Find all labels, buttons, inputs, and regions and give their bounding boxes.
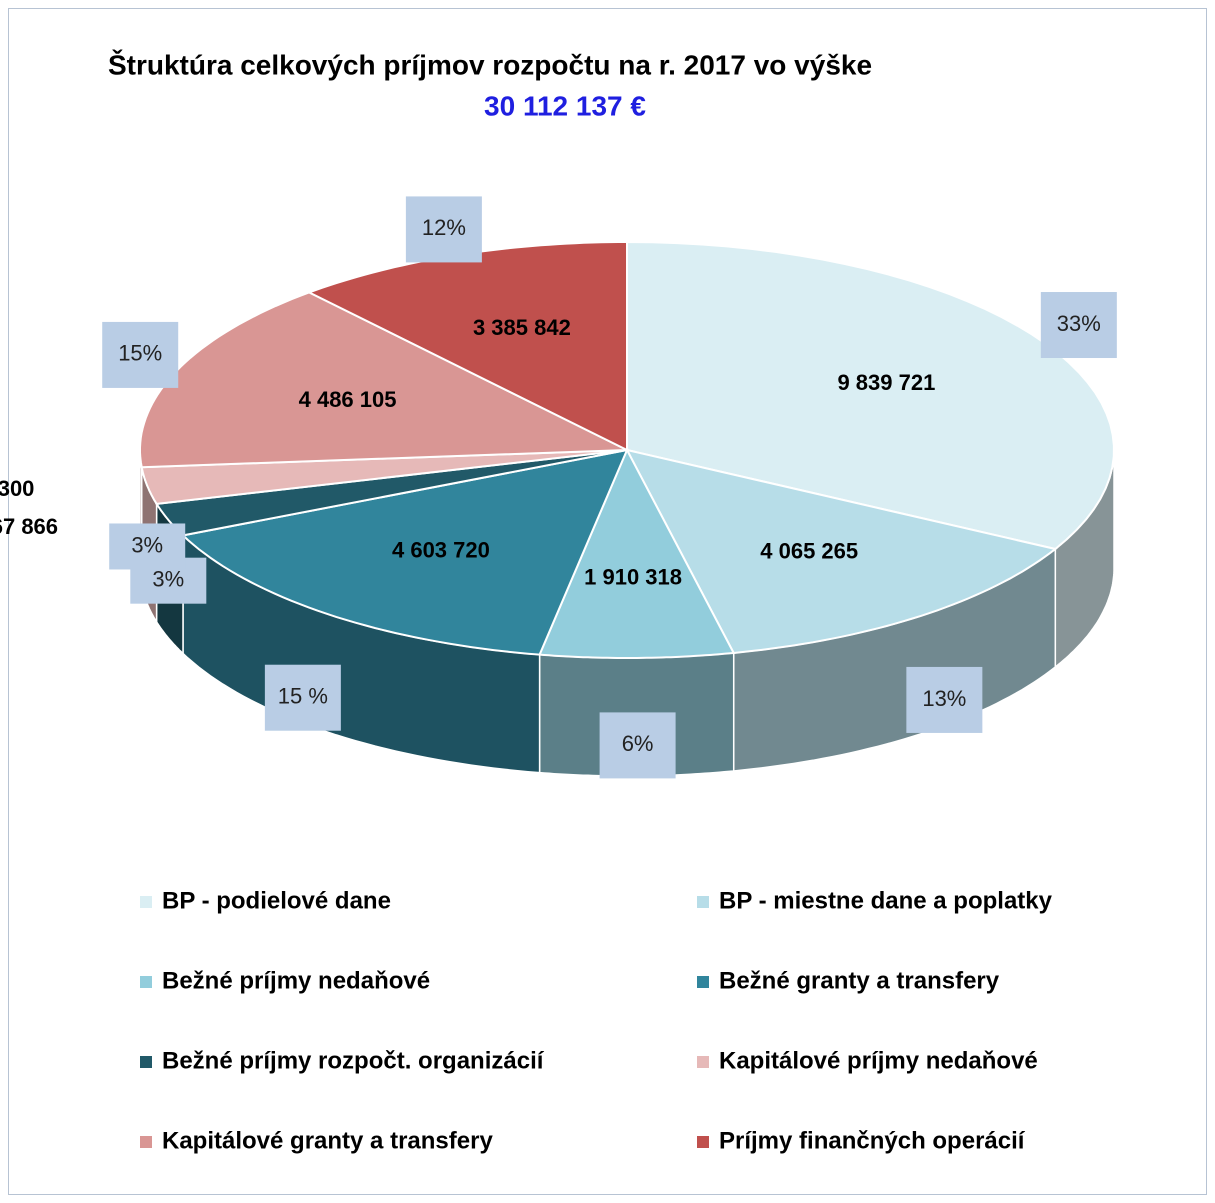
percent-box (1040, 292, 1117, 359)
percent-label: 33% (1057, 311, 1101, 336)
value-label: 767 866 (0, 514, 58, 539)
percent-box (264, 664, 341, 731)
value-label: 4 486 105 (299, 387, 397, 412)
legend-swatch (697, 1136, 709, 1148)
slice (538, 447, 736, 659)
legend-label: Kapitálové príjmy nedaňové (719, 1047, 1038, 1074)
legend-label: Bežné granty a transfery (719, 967, 1000, 994)
legend-label: Príjmy finančných operácií (719, 1127, 1026, 1154)
value-label: 3 385 842 (473, 315, 571, 340)
legend-swatch (140, 896, 152, 908)
percent-label: 6% (622, 731, 654, 756)
percent-box (109, 523, 186, 570)
value-label: 853 300 (0, 476, 34, 501)
percent-label: 13% (922, 686, 966, 711)
percent-label: 12% (422, 215, 466, 240)
legend-swatch (140, 1136, 152, 1148)
legend-swatch (140, 976, 152, 988)
value-label: 4 603 720 (392, 537, 490, 562)
legend-label: BP - miestne dane a poplatky (719, 887, 1053, 914)
percent-label: 15% (118, 341, 162, 366)
chart-title: Štruktúra celkových príjmov rozpočtu na … (108, 48, 872, 80)
legend-label: Kapitálové granty a transfery (162, 1127, 493, 1154)
chart-subtitle: 30 112 137 € (484, 90, 646, 121)
legend-swatch (697, 1056, 709, 1068)
value-label: 9 839 721 (837, 370, 935, 395)
legend-swatch (140, 1056, 152, 1068)
percent-box (405, 196, 482, 263)
value-label: 4 065 265 (760, 539, 858, 564)
value-label: 1 910 318 (584, 565, 682, 590)
percent-box (102, 321, 179, 388)
legend-swatch (697, 896, 709, 908)
legend-label: BP - podielové dane (162, 887, 391, 914)
slice (625, 448, 1058, 655)
legend-swatch (697, 976, 709, 988)
percent-label: 3% (152, 566, 184, 591)
legend-label: Bežné príjmy rozpočt. organizácií (162, 1047, 545, 1074)
slice (180, 448, 629, 656)
percent-label: 3% (131, 532, 163, 557)
percent-box (599, 712, 676, 779)
percent-box (906, 666, 983, 733)
percent-label: 15 % (278, 684, 328, 709)
legend-label: Bežné príjmy nedaňové (162, 967, 430, 994)
